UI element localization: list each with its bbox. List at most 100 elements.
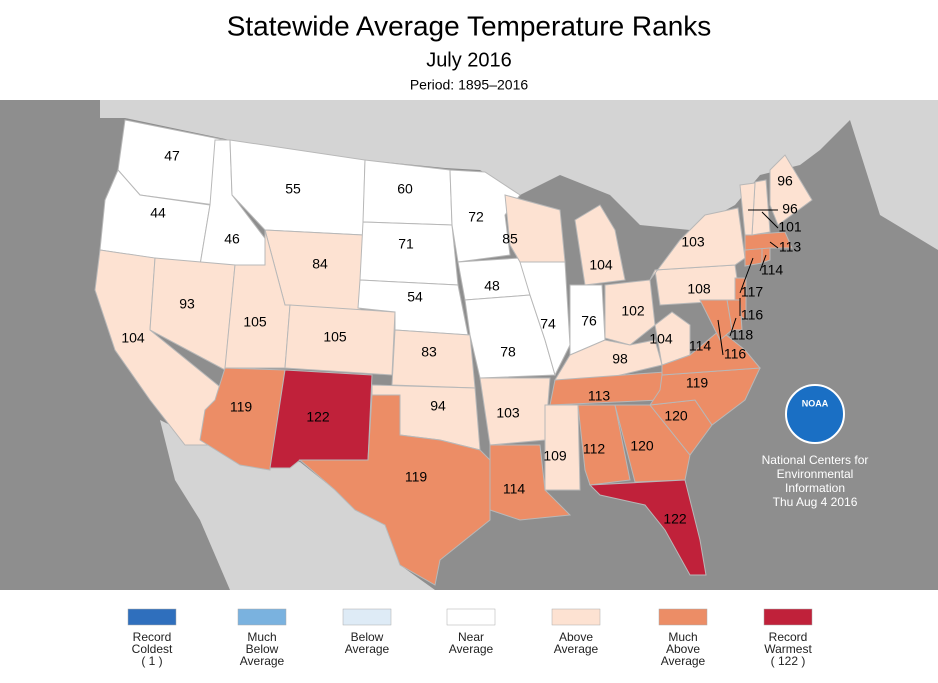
state	[649, 207, 746, 281]
rank-label: 114	[689, 338, 712, 354]
legend-label: Record	[133, 630, 172, 644]
state	[544, 404, 581, 491]
period: Period: 1895–2016	[410, 77, 529, 93]
leader-line	[759, 254, 767, 272]
legend-label: ( 1 )	[141, 654, 162, 668]
state	[489, 444, 572, 521]
canada	[100, 100, 938, 250]
states: 47 44 104 46 93 55 84 105 105 119 122 60 71 54 83 94 119…	[94, 119, 813, 586]
rank-label: 117	[741, 284, 764, 300]
rank-label: 119	[405, 469, 428, 485]
leader-line	[729, 317, 737, 337]
leader-line	[717, 319, 724, 356]
legend-label: Average	[449, 642, 494, 656]
rank-label: 76	[581, 313, 597, 329]
rank-label: 104	[589, 257, 613, 273]
legend-label: Coldest	[132, 642, 173, 656]
legend-label: Near	[458, 630, 484, 644]
rank-label: 118	[731, 327, 754, 343]
state	[744, 247, 763, 267]
rank-label: 74	[540, 316, 556, 332]
rank-label: 60	[397, 181, 413, 197]
rank-label: 44	[150, 205, 166, 221]
rank-label: 105	[243, 314, 267, 330]
state	[574, 204, 626, 286]
state	[744, 231, 793, 251]
legend-label: Warmest	[764, 642, 812, 656]
rank-label: 112	[583, 441, 606, 457]
rank-label: 120	[630, 438, 654, 454]
state	[604, 279, 656, 346]
rank-label: 78	[500, 344, 516, 360]
state	[359, 221, 459, 286]
rank-label: 105	[323, 329, 347, 345]
legend-label: Average	[661, 654, 706, 668]
legend-label: ( 122 )	[771, 654, 806, 668]
credit-line: Thu Aug 4 2016	[773, 495, 858, 509]
rank-label: 96	[782, 201, 798, 217]
state	[519, 261, 571, 377]
state	[654, 311, 691, 366]
legend-label: Above	[666, 642, 700, 656]
rank-label: 122	[306, 409, 330, 425]
state	[577, 404, 631, 486]
state	[298, 394, 491, 586]
subtitle: July 2016	[426, 49, 512, 71]
leader-line	[761, 211, 779, 229]
legend-label: Below	[246, 642, 279, 656]
state	[614, 404, 691, 483]
legend-swatch	[551, 608, 601, 626]
legend-swatch	[446, 608, 496, 626]
credit-line: Environmental	[777, 467, 854, 481]
legend-label: Much	[668, 630, 697, 644]
rank-label: 94	[430, 398, 446, 414]
rank-label: 108	[687, 281, 711, 297]
state	[588, 479, 707, 576]
legend-swatch	[237, 608, 287, 626]
legend-swatch	[342, 608, 392, 626]
legend-label: Average	[345, 642, 390, 656]
legend-swatch	[763, 608, 813, 626]
rank-label: 55	[285, 181, 301, 197]
rank-label: 119	[686, 375, 709, 391]
legend-label: Below	[351, 630, 384, 644]
state	[769, 154, 813, 226]
rank-label: 72	[468, 209, 484, 225]
legend-label: Average	[554, 642, 599, 656]
legend-label: Record	[769, 630, 808, 644]
rank-label: 104	[649, 331, 673, 347]
legend-swatch	[658, 608, 708, 626]
rank-label: 103	[496, 405, 520, 421]
rank-label: 98	[612, 351, 628, 367]
credit: National Centers forEnvironmentalInforma…	[762, 453, 869, 509]
state	[648, 367, 761, 426]
rank-label: 93	[179, 296, 195, 312]
title: Statewide Average Temperature Ranks	[227, 10, 712, 41]
rank-label: 120	[664, 408, 688, 424]
rank-label: 109	[543, 448, 567, 464]
logo	[785, 384, 845, 444]
rank-label: 47	[164, 148, 180, 164]
rank-label: 85	[502, 231, 518, 247]
rank-label: 83	[421, 344, 437, 360]
rank-label: 101	[778, 219, 802, 235]
state	[449, 169, 521, 263]
rank-label: 96	[777, 173, 793, 189]
leader-line	[739, 257, 754, 294]
credit-line: National Centers for	[762, 453, 869, 467]
logo-text: NOAA	[802, 398, 829, 408]
rank-label: 122	[663, 511, 687, 527]
rank-label: 48	[484, 278, 500, 294]
rank-label: 114	[503, 481, 526, 497]
rank-label: 113	[779, 239, 802, 255]
legend-label: Above	[559, 630, 593, 644]
rank-label: 46	[224, 231, 240, 247]
leader-line	[769, 241, 779, 249]
legend-label: Much	[247, 630, 276, 644]
rank-label: 104	[121, 330, 145, 346]
rank-label: 103	[681, 234, 705, 250]
credit-line: Information	[785, 481, 845, 495]
state	[284, 304, 396, 376]
